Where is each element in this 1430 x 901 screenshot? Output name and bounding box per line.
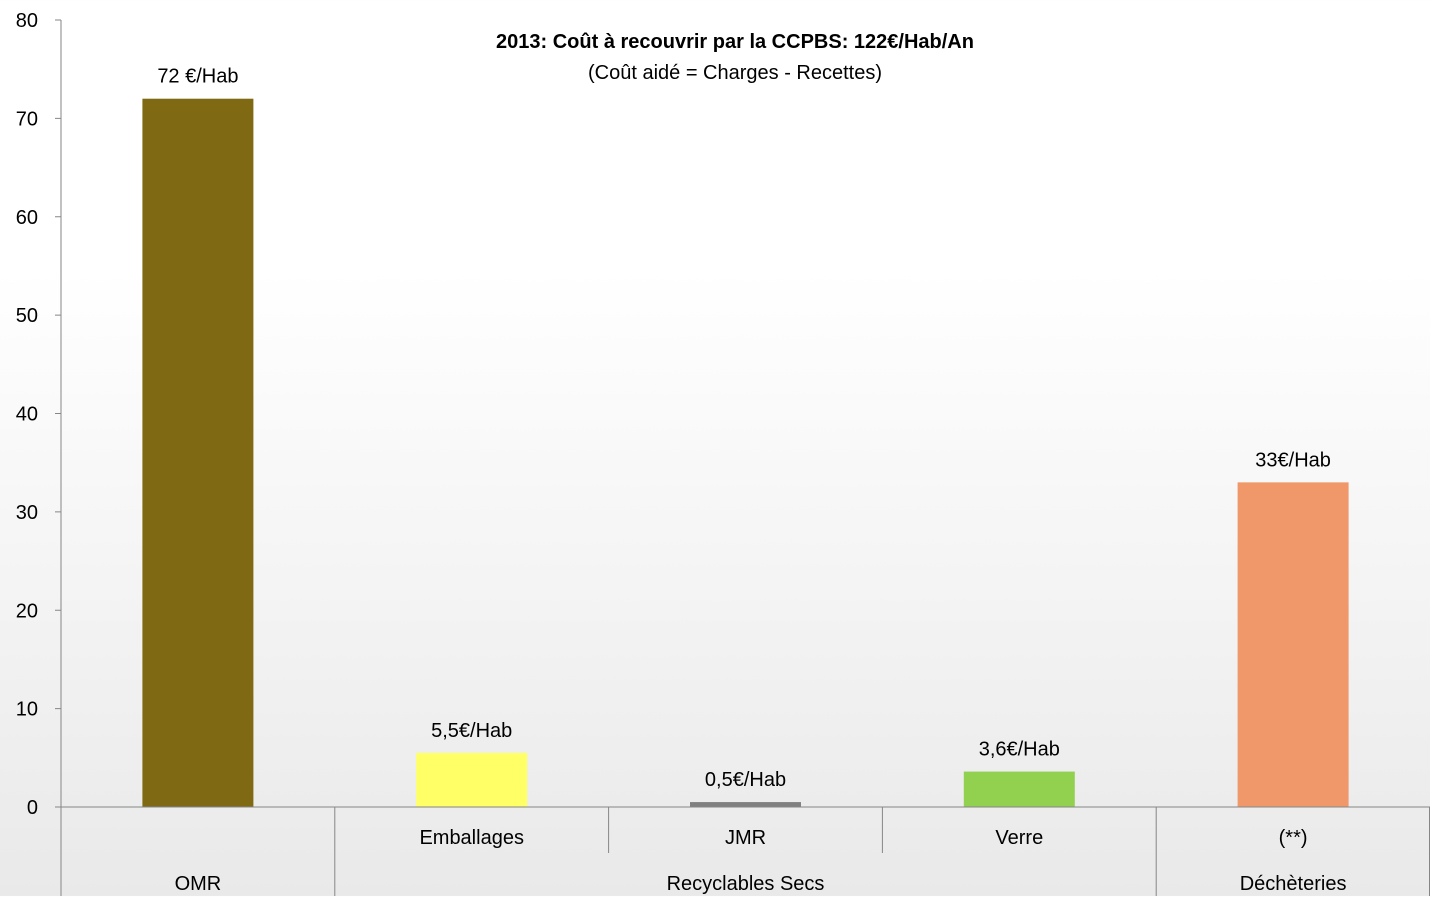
data-label: 33€/Hab xyxy=(1255,449,1331,471)
y-tick-label: 60 xyxy=(16,207,38,229)
x-group-label: Recyclables Secs xyxy=(667,873,825,895)
y-tick-label: 20 xyxy=(16,600,38,622)
bar xyxy=(1237,482,1349,807)
y-tick-label: 30 xyxy=(16,502,38,524)
x-group-label: Déchèteries xyxy=(1240,873,1347,895)
data-label: 72 €/Hab xyxy=(157,66,238,88)
bar xyxy=(963,771,1075,807)
bar xyxy=(142,98,254,807)
bars: 72 €/Hab 5,5€/Hab 0,5€/Hab 3,6€/Hab 33€/Hab xyxy=(142,66,1349,807)
y-tick-label: 0 xyxy=(27,797,38,819)
y-tick-label: 80 xyxy=(16,10,38,32)
chart-subtitle: (Coût aidé = Charges - Recettes) xyxy=(588,62,882,84)
data-label: 5,5€/Hab xyxy=(431,720,512,742)
x-tick-label: Verre xyxy=(995,827,1043,849)
y-tick-label: 50 xyxy=(16,305,38,327)
chart-title: 2013: Coût à recouvrir par la CCPBS: 122… xyxy=(496,31,974,53)
bar xyxy=(416,752,528,807)
x-tick-label: JMR xyxy=(725,827,766,849)
x-tick-label: (**) xyxy=(1279,827,1308,849)
bar xyxy=(690,802,801,807)
x-tick-label: Emballages xyxy=(419,827,524,849)
data-label: 0,5€/Hab xyxy=(705,769,786,791)
y-tick-label: 10 xyxy=(16,699,38,721)
y-axis: 0 10 20 30 40 50 60 70 80 xyxy=(16,10,62,819)
x-group-label: OMR xyxy=(175,873,222,895)
y-tick-label: 40 xyxy=(16,404,38,426)
data-label: 3,6€/Hab xyxy=(979,739,1060,761)
y-tick-label: 70 xyxy=(16,108,38,130)
x-axis: Emballages JMR Verre (**) OMR Recyclables Sec… xyxy=(60,806,1430,896)
